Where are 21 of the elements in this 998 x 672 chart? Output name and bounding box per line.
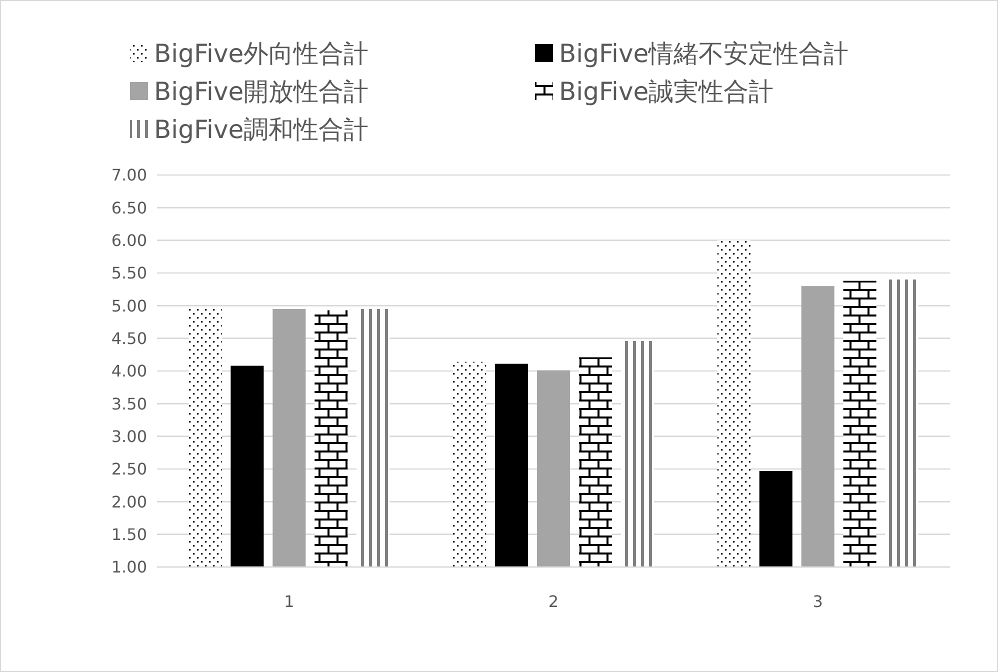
y-tick-label: 4.00 (111, 362, 147, 381)
legend-label: BigFive開放性合計 (154, 77, 369, 106)
legend-label: BigFive調和性合計 (154, 115, 369, 144)
x-tick-label: 3 (812, 592, 823, 611)
y-tick-label: 2.50 (111, 460, 147, 479)
y-tick-label: 5.00 (111, 296, 147, 316)
y-tick-label: 7.00 (111, 166, 147, 185)
x-tick-label: 1 (284, 592, 294, 611)
y-tick-label: 1.50 (111, 524, 147, 544)
legend-label: BigFive誠実性合計 (559, 77, 774, 106)
x-tick-label: 2 (548, 592, 559, 611)
y-tick-label: 6.00 (111, 230, 147, 250)
y-tick-label: 6.50 (111, 198, 147, 218)
y-tick-label: 1.00 (111, 558, 147, 577)
y-tick-label: 5.50 (111, 264, 147, 283)
y-tick-label: 3.50 (111, 394, 147, 414)
y-tick-label: 4.50 (111, 328, 147, 348)
y-tick-label: 2.00 (111, 492, 147, 512)
legend-label: BigFive情緒不安定性合計 (559, 39, 849, 68)
legend-label: BigFive外向性合計 (154, 39, 369, 68)
y-tick-label: 3.00 (111, 426, 147, 446)
